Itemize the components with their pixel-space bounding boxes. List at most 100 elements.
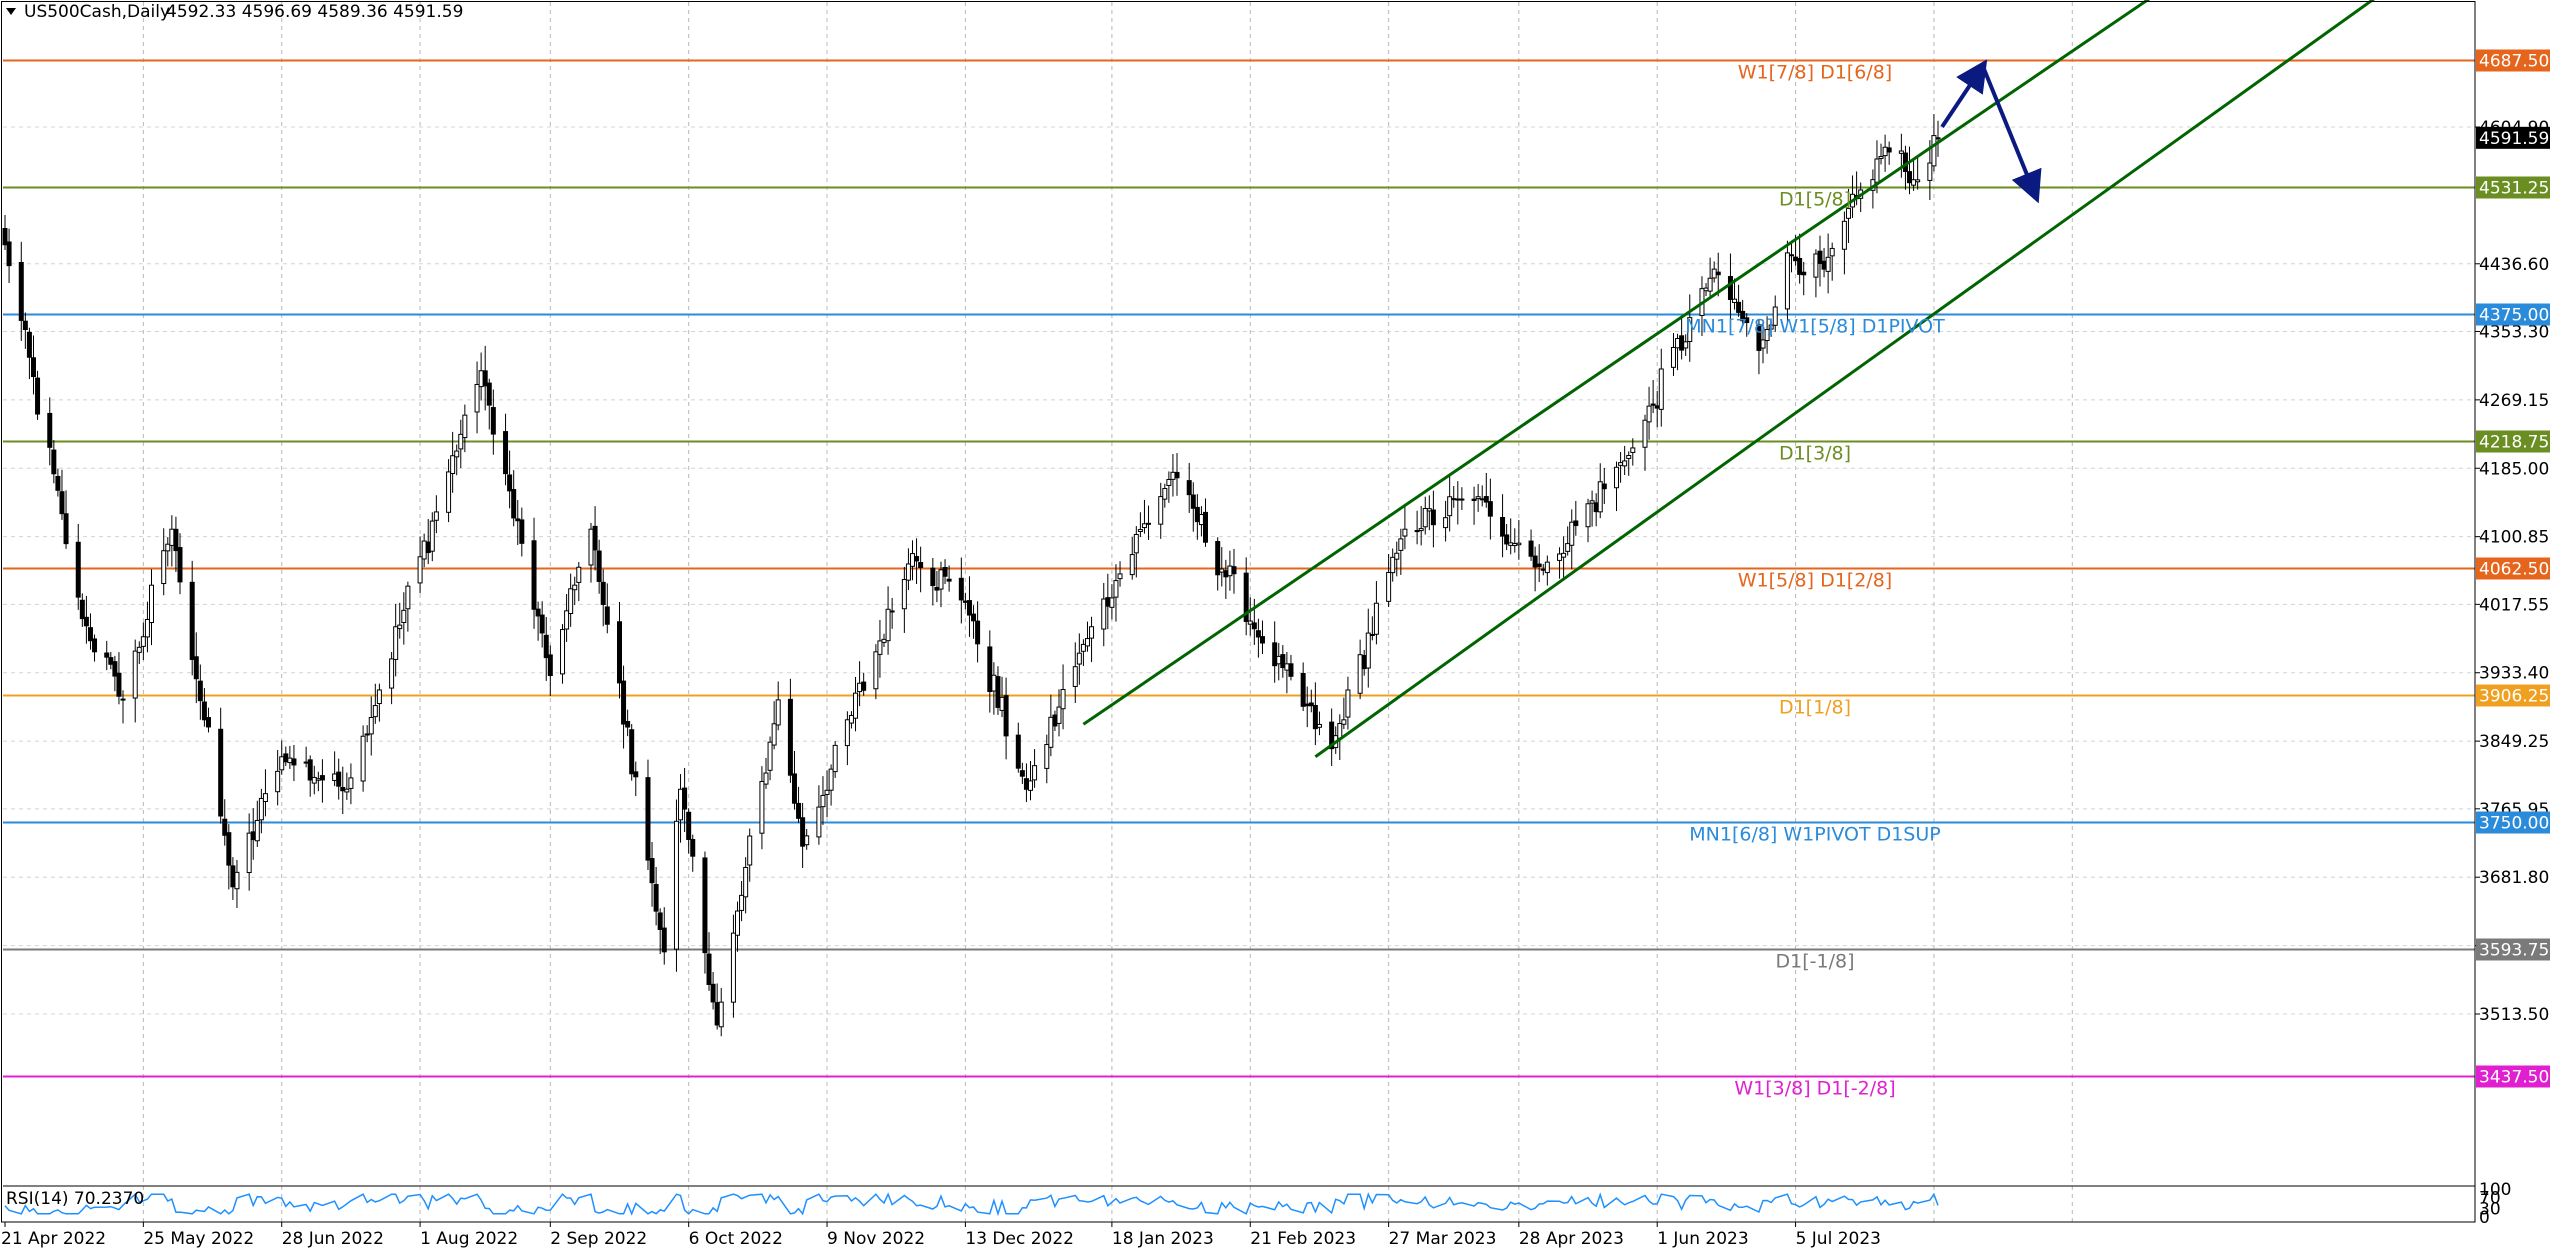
bear-candle-body	[47, 412, 53, 448]
candle	[710, 971, 716, 1010]
bull-candle-body	[1683, 341, 1689, 349]
bear-candle-body	[625, 721, 631, 728]
symbol-label: US500Cash,Daily	[24, 2, 170, 22]
candle	[1561, 536, 1567, 581]
candle	[376, 683, 382, 722]
candle	[1084, 621, 1090, 652]
bull-candle-body	[1056, 706, 1062, 724]
bull-candle-body	[1028, 780, 1034, 791]
collapse-triangle-icon[interactable]	[6, 8, 16, 15]
bear-candle-body	[486, 382, 492, 406]
candle	[254, 800, 260, 847]
candle	[564, 594, 570, 642]
bear-candle-body	[1288, 663, 1294, 677]
candle	[767, 736, 773, 781]
level-price-box: 4218.75	[2476, 430, 2550, 453]
candle	[1630, 438, 1636, 466]
candle	[1162, 483, 1168, 508]
bear-candle-body	[503, 431, 509, 475]
bull-candle-body	[885, 608, 891, 642]
current-price-label: 4591.59	[2479, 129, 2549, 149]
bear-candle-body	[6, 241, 12, 267]
candle	[861, 672, 867, 696]
rsi-tick-label: 70	[2479, 1188, 2501, 1208]
candle	[104, 640, 110, 671]
candle	[958, 557, 964, 624]
bull-candle-body	[1084, 638, 1090, 647]
candle	[592, 506, 598, 571]
candle	[1642, 414, 1648, 471]
candle	[1715, 252, 1721, 297]
bear-candle-body	[600, 581, 606, 605]
bull-candle-body	[234, 871, 240, 890]
bull-candle-body	[1813, 253, 1819, 278]
candle	[1398, 528, 1404, 575]
bull-candle-body	[564, 610, 570, 630]
price-tick-label: 4100.85	[2479, 528, 2549, 548]
bear-candle-body	[51, 449, 57, 475]
bear-candle-body	[519, 519, 525, 544]
bull-candle-body	[254, 819, 260, 842]
candle	[1190, 482, 1196, 532]
price-tick-label: 4185.00	[2479, 459, 2549, 479]
bear-candle-body	[914, 556, 920, 562]
candle	[1443, 500, 1449, 542]
bear-candle-body	[543, 634, 549, 659]
bull-candle-body	[1707, 277, 1713, 292]
bull-candle-body	[478, 370, 484, 388]
candle	[1732, 278, 1738, 310]
level-price-box-label: 3437.50	[2479, 1068, 2549, 1088]
candle	[201, 688, 207, 727]
bear-candle-body	[1312, 704, 1318, 730]
candle	[1475, 484, 1481, 512]
candle	[625, 709, 631, 737]
candle	[511, 470, 517, 527]
bull-candle-body	[1630, 447, 1636, 453]
bull-candle-body	[1788, 254, 1794, 257]
bear-candle-body	[796, 802, 802, 819]
candle	[189, 560, 195, 676]
candle	[1089, 616, 1095, 663]
bull-candle-body	[991, 674, 997, 692]
bull-candle-body	[1137, 529, 1143, 533]
bear-candle-body	[1715, 271, 1721, 276]
candle	[2, 215, 8, 250]
bear-candle-body	[987, 646, 993, 693]
candle	[1259, 620, 1265, 654]
bear-candle-body	[971, 613, 977, 622]
candle	[1626, 451, 1632, 476]
bear-candle-body	[645, 777, 651, 861]
rsi-tick-label: 0	[2479, 1208, 2490, 1228]
bull-candle-body	[348, 777, 354, 789]
bull-candle-body	[999, 696, 1005, 711]
bull-candle-body	[816, 806, 822, 838]
bull-candle-body	[767, 741, 773, 771]
bear-candle-body	[1308, 702, 1314, 707]
bull-candle-body	[1561, 552, 1567, 558]
candle	[344, 772, 350, 800]
candle	[87, 613, 93, 650]
candle	[763, 757, 769, 789]
candle	[844, 711, 850, 766]
bull-candle-body	[763, 772, 769, 785]
candle	[1797, 233, 1803, 284]
candle	[1044, 734, 1050, 784]
candle	[79, 593, 85, 627]
bull-candle-body	[1475, 496, 1481, 500]
bear-candle-body	[942, 567, 948, 577]
bear-candle-body	[629, 729, 635, 775]
bull-candle-body	[877, 640, 883, 655]
bear-candle-body	[307, 759, 313, 781]
bull-candle-body	[1398, 538, 1404, 551]
bull-candle-body	[1089, 626, 1095, 639]
bull-candle-body	[1825, 256, 1831, 272]
bull-candle-body	[1829, 247, 1835, 257]
bear-candle-body	[1259, 636, 1265, 644]
candles	[2, 114, 1941, 1037]
bear-candle-body	[75, 541, 81, 598]
candle	[348, 763, 354, 805]
bear-candle-body	[1532, 555, 1538, 568]
bear-candle-body	[596, 550, 602, 582]
bear-candle-body	[507, 474, 513, 492]
bear-candle-body	[791, 773, 797, 804]
